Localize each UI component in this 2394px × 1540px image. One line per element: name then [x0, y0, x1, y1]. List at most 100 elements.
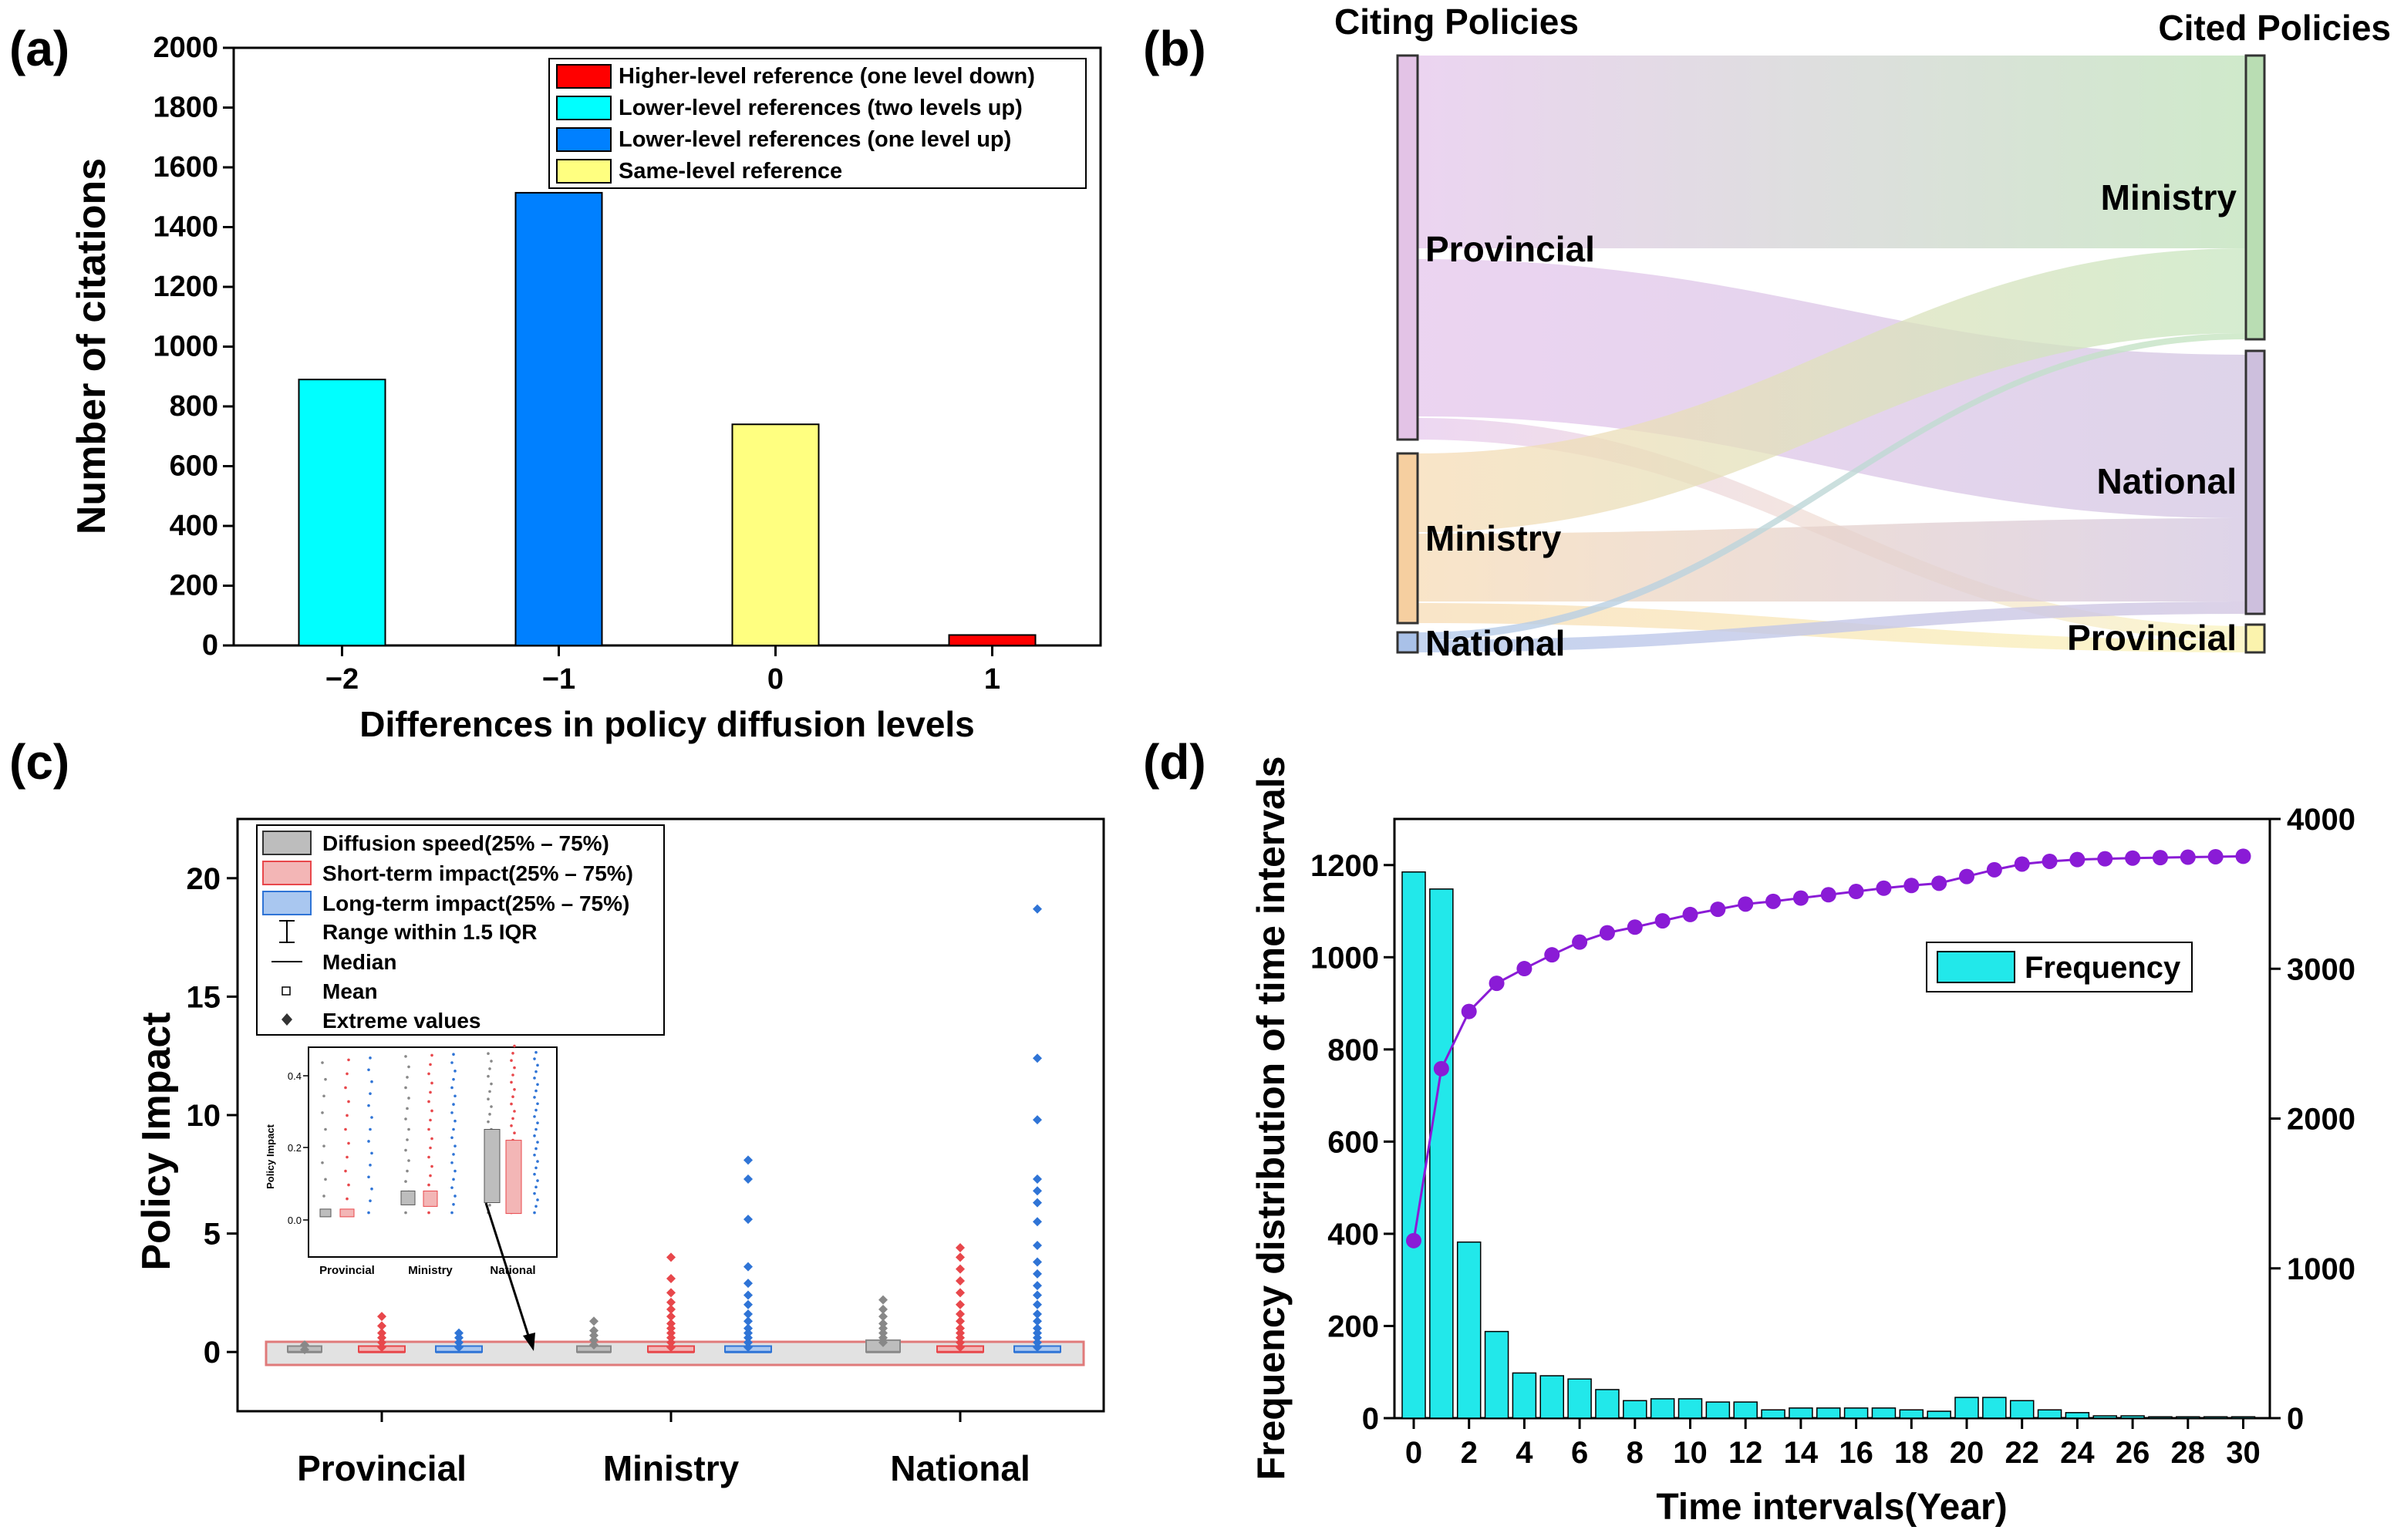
- inset-box: [484, 1129, 501, 1203]
- inset-point: [346, 1155, 349, 1159]
- inset-point: [429, 1146, 432, 1150]
- node-left-national: [1396, 631, 1419, 654]
- inset-point: [369, 1127, 372, 1131]
- node-right-provincial: [2244, 623, 2266, 654]
- d-bar-27: [2148, 1416, 2173, 1419]
- inset-point: [511, 1052, 514, 1055]
- d-bar-13: [1761, 1409, 1785, 1419]
- d-bar-30: [2230, 1416, 2256, 1419]
- c-extreme-point: [956, 1276, 965, 1286]
- inset-point: [344, 1086, 347, 1090]
- inset-point: [533, 1191, 536, 1195]
- d-cumulative-point-9: [1654, 913, 1671, 929]
- c-extreme-point: [589, 1339, 598, 1350]
- panel-d-cumulative-line: [1406, 848, 2251, 1249]
- c-extreme-point: [666, 1337, 676, 1347]
- inset-point: [452, 1127, 455, 1131]
- inset-y-label: Policy Impact: [265, 1124, 276, 1188]
- inset-point: [533, 1057, 536, 1060]
- inset-point: [513, 1066, 516, 1070]
- legend-label-short-term: Short-term impact(25% – 75%): [322, 861, 633, 885]
- inset-point: [404, 1117, 407, 1120]
- c-extreme-point: [589, 1330, 598, 1340]
- d-cumulative-point-25: [2097, 851, 2113, 867]
- d-bar-2: [1456, 1241, 1482, 1419]
- inset-point: [536, 1179, 539, 1182]
- inset-point: [406, 1169, 409, 1173]
- c-extreme-point: [956, 1316, 965, 1326]
- a-ytick-label: 2000: [153, 32, 218, 64]
- inset-point: [430, 1137, 433, 1141]
- d-cumulative-point-30: [2235, 848, 2251, 864]
- d-cumulative-point-13: [1765, 893, 1782, 909]
- inset-point: [533, 1077, 536, 1080]
- inset-point: [511, 1117, 514, 1120]
- inset-point: [454, 1144, 457, 1147]
- inset-point: [452, 1178, 455, 1181]
- inset-box: [319, 1208, 332, 1218]
- c-extreme-point: [377, 1337, 386, 1347]
- panel-d-right-axis: 0 1000 2000 3000 4000: [2270, 803, 2355, 1436]
- c-extreme-point: [1033, 1309, 1042, 1319]
- d-bar-19: [1927, 1410, 1951, 1419]
- c-extreme-point: [1033, 1240, 1042, 1250]
- panel-label-d: (d): [1143, 734, 1206, 790]
- inset-point: [407, 1097, 410, 1100]
- a-ytick-label: 1600: [153, 151, 218, 184]
- c-extreme-point: [377, 1328, 386, 1338]
- inset-point: [407, 1159, 410, 1162]
- c-extreme-point: [1033, 1217, 1042, 1227]
- c-extreme-point: [743, 1309, 753, 1319]
- inset-point: [427, 1100, 430, 1104]
- sankey-right-title: Cited Policies: [2158, 8, 2391, 48]
- d-bar-22: [2009, 1400, 2035, 1419]
- inset-point: [511, 1095, 514, 1098]
- inset-point: [370, 1187, 373, 1191]
- c-extreme-point: [1033, 1198, 1042, 1208]
- c-extreme-point: [1033, 1053, 1042, 1063]
- d-cumulative-point-14: [1792, 890, 1809, 906]
- d-ytick-left-label: 1200: [1310, 849, 1379, 883]
- inset-point: [347, 1058, 350, 1062]
- d-bar-6: [1567, 1378, 1592, 1419]
- a-ytick-label: 200: [170, 570, 218, 602]
- panel-a-x-axis: −2 −1 0 1: [325, 645, 1000, 696]
- legend-box-gray: [262, 831, 312, 855]
- inset-point: [452, 1103, 455, 1106]
- inset-point: [427, 1211, 430, 1215]
- inset-point: [510, 1102, 513, 1106]
- d-bar-24: [2065, 1412, 2090, 1419]
- inset-point: [370, 1151, 373, 1155]
- c-extreme-point: [1033, 1343, 1042, 1353]
- c-extreme-point: [878, 1304, 888, 1314]
- c-extreme-point: [743, 1279, 753, 1289]
- d-cumulative-point-27: [2152, 850, 2168, 866]
- c-xtick-label: Ministry: [603, 1448, 740, 1488]
- c-ytick-label: 10: [187, 1099, 221, 1133]
- inset-point: [452, 1053, 455, 1056]
- inset-box: [400, 1190, 416, 1205]
- inset-point: [533, 1211, 536, 1215]
- panel-d-y-label: Frequency distribution of time intervals: [1249, 756, 1293, 1480]
- c-extreme-point: [1033, 1186, 1042, 1196]
- a-bar-3: [948, 634, 1037, 646]
- d-cumulative-point-8: [1627, 919, 1643, 935]
- sankey-right-label-provincial: Provincial: [2067, 618, 2237, 658]
- c-extreme-point: [666, 1319, 676, 1329]
- inset-point: [346, 1114, 349, 1117]
- d-cumulative-point-12: [1738, 896, 1754, 912]
- a-ytick-label: 1200: [153, 271, 218, 303]
- d-cumulative-point-10: [1682, 906, 1698, 922]
- c-extreme-point: [956, 1299, 965, 1309]
- inset-point: [536, 1198, 539, 1201]
- d-bar-15: [1816, 1407, 1841, 1419]
- c-extreme-point: [956, 1264, 965, 1274]
- c-extreme-point: [878, 1333, 888, 1343]
- d-cumulative-point-18: [1903, 878, 1920, 894]
- sankey-left-label-national: National: [1425, 623, 1565, 663]
- inset-point: [430, 1053, 433, 1057]
- inset-point: [510, 1124, 513, 1127]
- panel-d-x-axis: 0 2 4 6 8 10 12 14 16 18 20 22 24 26 28 30: [1405, 1418, 2261, 1470]
- c-extreme-point: [666, 1304, 676, 1314]
